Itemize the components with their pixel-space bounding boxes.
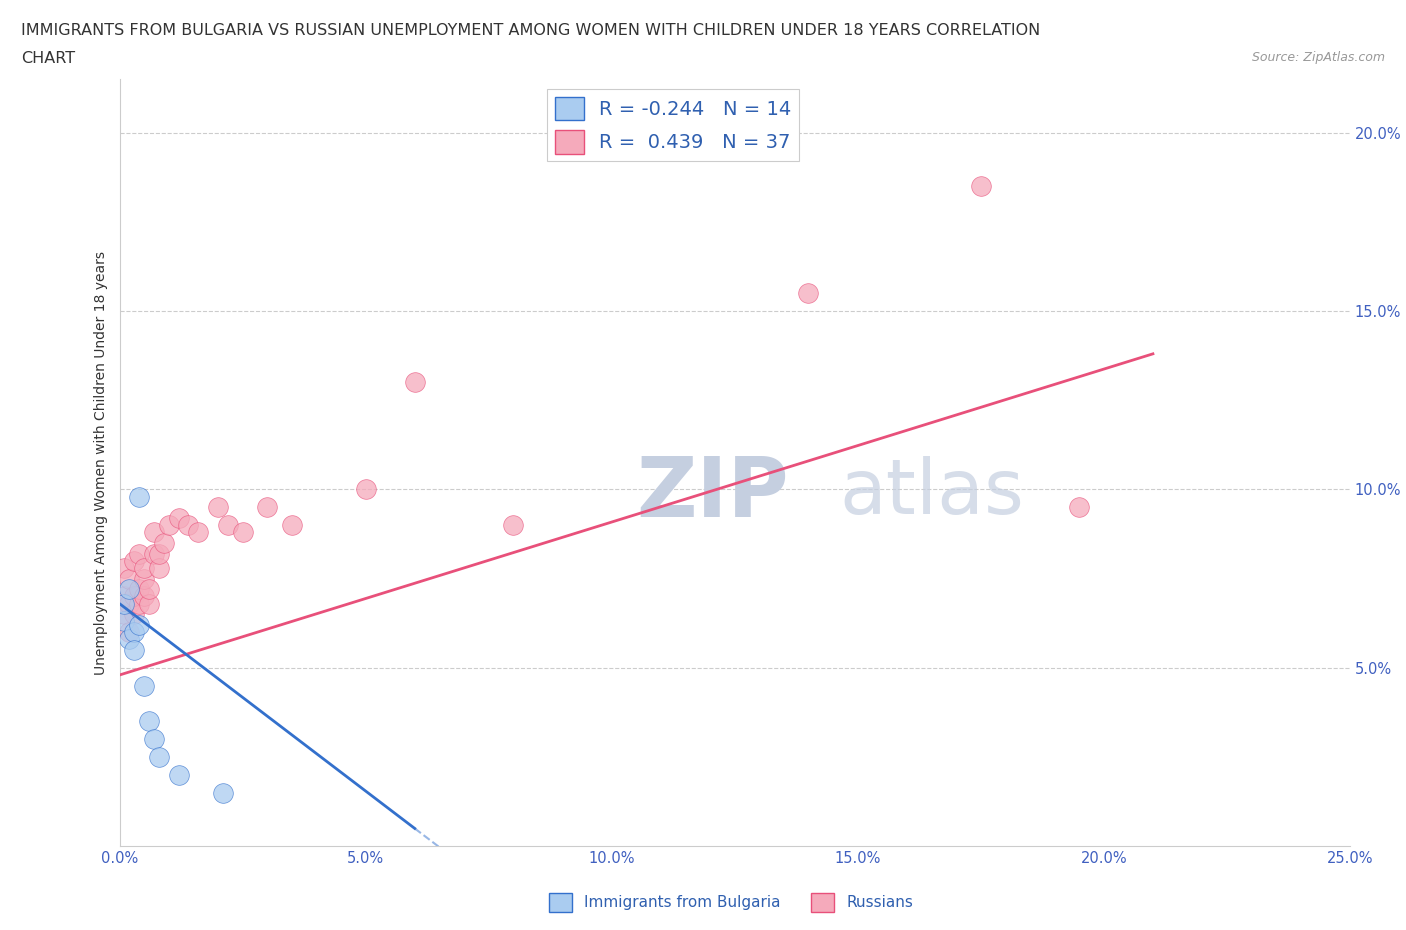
Point [143, 546, 166, 561]
Point [256, 499, 278, 514]
Point [138, 582, 160, 597]
Point [217, 518, 239, 533]
Point [114, 596, 135, 611]
Point [797, 286, 820, 300]
Point [118, 631, 141, 646]
Point [138, 714, 160, 729]
Point [148, 750, 170, 764]
Point [153, 536, 174, 551]
Point [177, 518, 200, 533]
Text: ZIP: ZIP [636, 453, 789, 534]
Point [132, 589, 156, 604]
Point [187, 525, 209, 539]
Point [231, 525, 254, 539]
Y-axis label: Unemployment Among Women with Children Under 18 years: Unemployment Among Women with Children U… [94, 251, 108, 674]
Point [148, 561, 170, 576]
Legend: R = -0.244   N = 14, R =  0.439   N = 37: R = -0.244 N = 14, R = 0.439 N = 37 [547, 88, 800, 162]
Point [128, 618, 150, 632]
Point [118, 582, 141, 597]
Point [132, 678, 156, 693]
Point [143, 525, 166, 539]
Point [404, 375, 426, 390]
Point [124, 553, 146, 568]
Point [114, 561, 135, 576]
Point [124, 643, 146, 658]
Point [354, 482, 377, 497]
Text: CHART: CHART [21, 51, 75, 66]
Text: IMMIGRANTS FROM BULGARIA VS RUSSIAN UNEMPLOYMENT AMONG WOMEN WITH CHILDREN UNDER: IMMIGRANTS FROM BULGARIA VS RUSSIAN UNEM… [21, 23, 1040, 38]
Point [281, 518, 304, 533]
Point [502, 518, 524, 533]
Point [132, 571, 156, 586]
Point [167, 767, 190, 782]
Point [128, 582, 150, 597]
Text: Source: ZipAtlas.com: Source: ZipAtlas.com [1251, 51, 1385, 64]
Point [114, 614, 135, 629]
Point [1069, 499, 1091, 514]
Point [138, 596, 160, 611]
Point [207, 499, 229, 514]
Point [132, 561, 156, 576]
Point [124, 607, 146, 622]
Point [124, 589, 146, 604]
Point [114, 607, 135, 622]
Point [148, 546, 170, 561]
Point [118, 625, 141, 640]
Point [167, 511, 190, 525]
Text: atlas: atlas [839, 457, 1024, 530]
Point [128, 489, 150, 504]
Point [128, 546, 150, 561]
Point [118, 571, 141, 586]
Point [118, 596, 141, 611]
Point [128, 596, 150, 611]
Point [114, 589, 135, 604]
Legend: Immigrants from Bulgaria, Russians: Immigrants from Bulgaria, Russians [543, 887, 920, 918]
Point [211, 785, 233, 800]
Point [970, 179, 993, 193]
Point [124, 625, 146, 640]
Point [157, 518, 180, 533]
Point [143, 732, 166, 747]
